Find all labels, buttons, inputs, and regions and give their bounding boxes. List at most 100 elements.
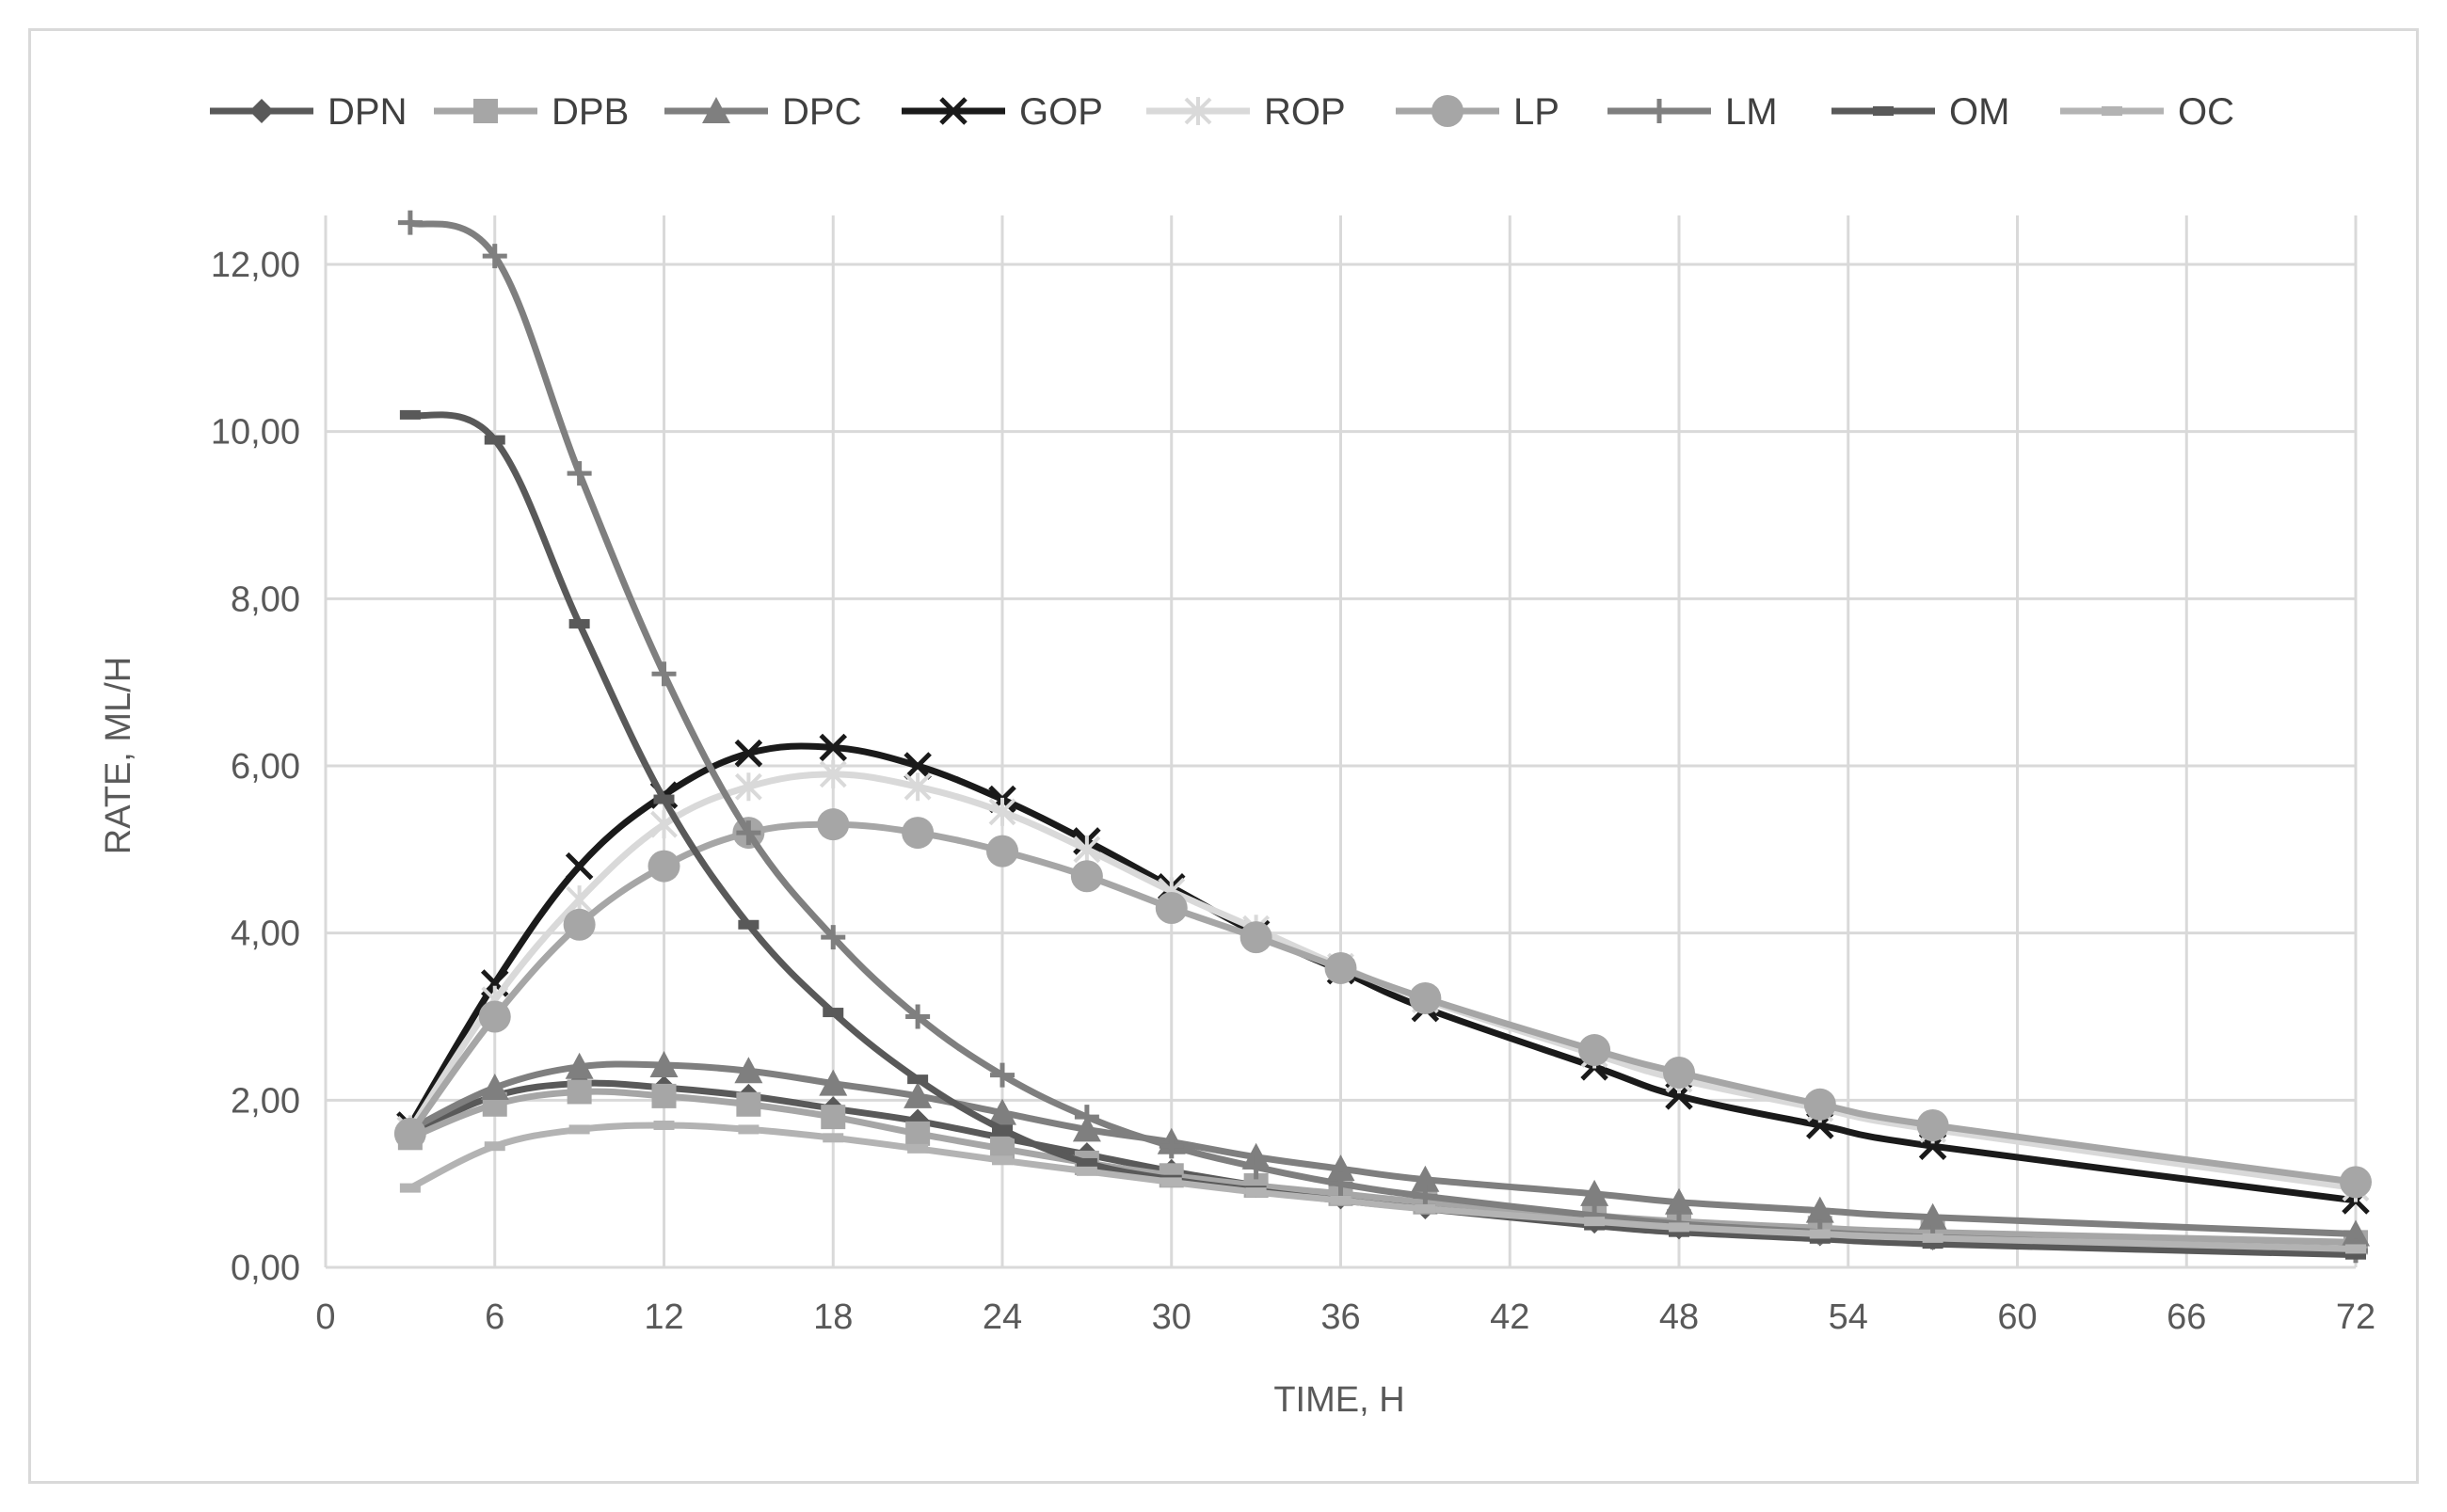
data-point bbox=[480, 1074, 509, 1101]
x-tick-label: 72 bbox=[2336, 1297, 2375, 1337]
legend-entry-rop: ROP bbox=[1146, 91, 1346, 133]
data-point bbox=[249, 99, 274, 123]
y-axis-ticks: 0,00 2,00 4,00 6,00 8,00 10,00 12,00 bbox=[211, 246, 300, 1288]
data-point bbox=[1916, 1108, 1949, 1141]
legend-entry-lp: LP bbox=[1396, 91, 1559, 133]
data-point bbox=[992, 1124, 1013, 1135]
data-point bbox=[904, 752, 932, 780]
data-point bbox=[819, 1069, 848, 1096]
data-point bbox=[653, 1120, 675, 1130]
data-point bbox=[1922, 1239, 1943, 1249]
legend-entry-dpn: DPN bbox=[210, 91, 407, 133]
data-point bbox=[738, 919, 760, 930]
data-point bbox=[1239, 921, 1272, 954]
data-point bbox=[399, 1183, 421, 1193]
x-tick-label: 42 bbox=[1490, 1297, 1529, 1337]
data-point bbox=[1665, 1187, 1693, 1215]
data-point bbox=[1809, 1229, 1831, 1239]
y-tick-label: 4,00 bbox=[231, 915, 300, 954]
data-point bbox=[1415, 1203, 1436, 1214]
data-point bbox=[907, 1143, 929, 1154]
data-point bbox=[990, 1062, 1015, 1088]
data-point bbox=[2102, 106, 2122, 116]
legend: DPN DPB DPC GOP ROP LP LM OM OC bbox=[210, 91, 2234, 133]
data-point bbox=[823, 1008, 844, 1018]
data-point bbox=[1324, 951, 1357, 984]
x-tick-label: 36 bbox=[1320, 1297, 1360, 1337]
x-tick-label: 66 bbox=[2167, 1297, 2206, 1337]
legend-entry-om: OM bbox=[1831, 91, 2009, 133]
data-point bbox=[1578, 1034, 1611, 1067]
data-point bbox=[1073, 835, 1101, 864]
data-point bbox=[988, 1098, 1016, 1125]
data-point bbox=[992, 1155, 1013, 1166]
data-point bbox=[734, 772, 762, 802]
data-point bbox=[1159, 1134, 1184, 1159]
series-layer bbox=[393, 210, 2372, 1264]
data-point bbox=[399, 409, 421, 420]
data-point bbox=[393, 1117, 426, 1150]
data-point bbox=[482, 244, 507, 269]
data-point bbox=[1922, 1233, 1943, 1243]
data-point bbox=[473, 99, 498, 123]
legend-entry-gop: GOP bbox=[902, 91, 1103, 133]
x-tick-label: 48 bbox=[1659, 1297, 1699, 1337]
x-tick-label: 18 bbox=[813, 1297, 853, 1337]
data-point bbox=[2340, 1166, 2372, 1199]
data-point bbox=[1184, 97, 1212, 125]
data-point bbox=[1074, 1105, 1099, 1130]
data-point bbox=[736, 1091, 761, 1117]
data-point bbox=[1809, 1233, 1831, 1244]
x-tick-label: 0 bbox=[315, 1297, 335, 1337]
legend-label: DPC bbox=[782, 91, 861, 133]
data-point bbox=[1669, 1222, 1689, 1233]
legend-label: ROP bbox=[1264, 91, 1346, 133]
line-chart: 0,00 2,00 4,00 6,00 8,00 10,00 12,00 0 6 12 18 24 3… bbox=[99, 91, 2375, 1420]
data-point bbox=[1647, 99, 1671, 123]
data-point bbox=[563, 908, 596, 941]
x-axis-ticks: 0 6 12 18 24 30 36 42 48 54 60 66 72 bbox=[315, 1297, 2375, 1337]
data-point bbox=[702, 97, 730, 123]
x-tick-label: 6 bbox=[485, 1297, 504, 1337]
series-lp bbox=[393, 808, 2372, 1199]
data-point bbox=[565, 851, 594, 881]
data-point bbox=[821, 1105, 846, 1130]
legend-label: LM bbox=[1725, 91, 1778, 133]
y-tick-label: 6,00 bbox=[231, 747, 300, 787]
y-tick-label: 0,00 bbox=[231, 1249, 300, 1288]
x-axis-title: TIME, H bbox=[1273, 1380, 1404, 1420]
gridlines bbox=[324, 215, 2358, 1269]
data-point bbox=[1580, 1179, 1609, 1206]
data-point bbox=[565, 1052, 594, 1079]
series-oc bbox=[399, 1120, 2366, 1254]
y-tick-label: 10,00 bbox=[211, 413, 300, 453]
data-point bbox=[651, 1083, 677, 1108]
legend-label: GOP bbox=[1019, 91, 1103, 133]
data-point bbox=[1805, 1196, 1834, 1223]
series-dpc bbox=[395, 1051, 2370, 1247]
data-point bbox=[1411, 1165, 1440, 1192]
data-point bbox=[568, 618, 590, 629]
data-point bbox=[1663, 1057, 1695, 1090]
data-point bbox=[1076, 1166, 1097, 1176]
data-point bbox=[734, 1057, 763, 1084]
data-point bbox=[819, 759, 847, 788]
data-point bbox=[567, 1079, 592, 1105]
data-point bbox=[1873, 106, 1894, 116]
data-point bbox=[1076, 1157, 1097, 1168]
data-point bbox=[1409, 981, 1442, 1014]
data-point bbox=[1918, 1202, 1947, 1230]
data-point bbox=[2345, 1244, 2366, 1254]
data-point bbox=[1245, 1187, 1267, 1198]
data-point bbox=[1669, 1227, 1689, 1237]
chart-frame: 0,00 2,00 4,00 6,00 8,00 10,00 12,00 0 6 12 18 24 3… bbox=[28, 28, 2419, 1484]
legend-entry-dpc: DPC bbox=[664, 91, 861, 133]
data-point bbox=[484, 435, 505, 445]
data-point bbox=[653, 794, 675, 804]
data-point bbox=[823, 1133, 844, 1143]
x-tick-label: 12 bbox=[644, 1297, 683, 1337]
data-point bbox=[986, 835, 1018, 867]
data-point bbox=[904, 1081, 933, 1108]
legend-label: LP bbox=[1513, 91, 1559, 133]
data-point bbox=[821, 925, 846, 950]
